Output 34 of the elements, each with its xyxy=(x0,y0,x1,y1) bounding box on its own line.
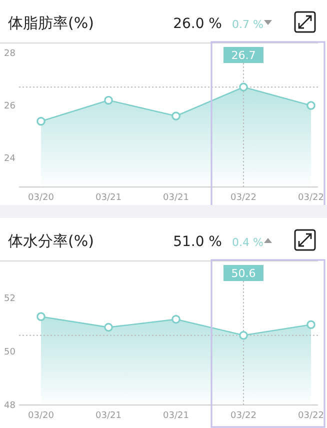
point xyxy=(306,320,316,330)
y-tick-label: 26 xyxy=(4,101,16,112)
point xyxy=(239,82,248,92)
text: 0.4 % xyxy=(232,236,264,249)
chart-title: 体水分率(%) xyxy=(8,232,94,250)
point xyxy=(172,314,180,324)
x-tick-label: 03/20 xyxy=(28,193,54,203)
x-tick-label: 03/22 xyxy=(230,193,256,203)
x-tick-label: 03/20 xyxy=(28,411,54,421)
point xyxy=(36,116,46,126)
x-tick-label: 03/21 xyxy=(163,411,189,421)
y-tick-label: 50 xyxy=(4,347,16,358)
y-tick-label: 28 xyxy=(4,48,16,59)
chart-title: 体脂肪率(%) xyxy=(8,14,94,32)
annotation: 26.7 xyxy=(231,49,256,62)
y-tick-label: 52 xyxy=(4,294,16,304)
y-tick-label: 48 xyxy=(4,401,16,411)
point xyxy=(104,96,113,105)
point xyxy=(306,101,316,110)
text: 26.0 % xyxy=(173,16,222,32)
x-tick-label: 03/21 xyxy=(96,411,122,421)
point xyxy=(239,330,248,340)
point xyxy=(172,112,180,120)
x-tick-label: 03/22 xyxy=(298,411,324,421)
annotation: 50.6 xyxy=(231,267,256,280)
y-tick-label: 24 xyxy=(4,154,16,164)
text: 51.0 % xyxy=(173,234,222,250)
x-tick-label: 03/21 xyxy=(96,193,122,203)
text: 0.7 % xyxy=(232,18,264,31)
x-tick-label: 03/21 xyxy=(163,193,189,203)
x-tick-label: 03/22 xyxy=(298,193,324,203)
point xyxy=(36,312,46,321)
x-tick-label: 03/22 xyxy=(230,411,256,421)
point xyxy=(104,322,113,332)
